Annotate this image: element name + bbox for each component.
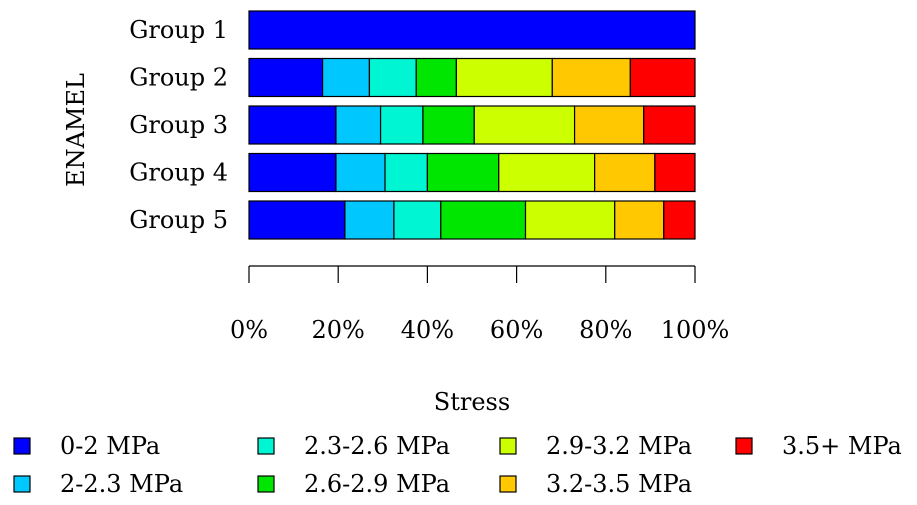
bar-segment-group-1-series-1	[248, 10, 696, 50]
legend-label: 3.2-3.5 MPa	[546, 470, 692, 498]
bar-segment-group-2-series-2	[321, 57, 371, 98]
x-tick-label: 20%	[312, 316, 365, 344]
bar-segment-group-4-series-7	[654, 152, 696, 193]
legend-swatch	[499, 437, 517, 455]
x-tick-label: 40%	[401, 316, 454, 344]
bar-segment-group-2-series-7	[629, 57, 696, 98]
category-label: Group 4	[129, 159, 228, 187]
category-label: Group 5	[129, 206, 228, 234]
bar-segment-group-4-series-1	[248, 152, 337, 193]
bar-segment-group-2-series-5	[455, 57, 553, 98]
category-labels: Group 1 Group 2 Group 3 Group 4 Group 5	[129, 16, 228, 234]
legend-label: 3.5+ MPa	[782, 432, 902, 460]
bar-segment-group-5-series-7	[663, 200, 696, 240]
bar-segment-group-4-series-2	[335, 152, 386, 193]
legend-label: 0-2 MPa	[60, 432, 160, 460]
legend-label: 2.6-2.9 MPa	[304, 470, 450, 498]
x-tick-label: 0%	[230, 316, 268, 344]
bar-segment-group-5-series-2	[344, 200, 395, 240]
bar-segment-group-5-series-1	[248, 200, 346, 240]
category-label: Group 3	[129, 111, 228, 139]
legend: 0-2 MPa 2-2.3 MPa 2.3-2.6 MPa 2.6-2.9 MPa 2.…	[13, 432, 902, 498]
bars-group	[248, 10, 696, 240]
legend-label: 2-2.3 MPa	[60, 470, 183, 498]
legend-swatch	[735, 437, 753, 455]
x-axis: 0% 20% 40% 60% 80% 100%	[230, 265, 730, 344]
legend-swatch	[13, 437, 31, 455]
x-axis-title: Stress	[434, 388, 510, 416]
bar-segment-group-5-series-5	[524, 200, 616, 240]
x-tick-label: 80%	[579, 316, 632, 344]
bar-segment-group-2-series-4	[415, 57, 457, 98]
x-tick-label: 100%	[661, 316, 730, 344]
bar-segment-group-3-series-6	[573, 105, 645, 145]
legend-swatch	[499, 475, 517, 493]
y-axis-title: ENAMEL	[62, 73, 90, 187]
legend-label: 2.3-2.6 MPa	[304, 432, 450, 460]
legend-swatch	[257, 437, 275, 455]
bar-segment-group-3-series-2	[335, 105, 382, 145]
bar-segment-group-4-series-3	[384, 152, 428, 193]
bar-segment-group-2-series-1	[248, 57, 324, 98]
bar-segment-group-3-series-4	[422, 105, 475, 145]
bar-segment-group-3-series-1	[248, 105, 337, 145]
bar-segment-group-2-series-6	[551, 57, 631, 98]
legend-label: 2.9-3.2 MPa	[546, 432, 692, 460]
category-label: Group 2	[129, 64, 228, 92]
legend-swatch	[257, 475, 275, 493]
bar-segment-group-5-series-6	[614, 200, 665, 240]
bar-segment-group-5-series-4	[440, 200, 527, 240]
bar-segment-group-5-series-3	[393, 200, 442, 240]
bar-segment-group-2-series-3	[368, 57, 417, 98]
x-tick-label: 60%	[490, 316, 543, 344]
category-label: Group 1	[129, 16, 228, 44]
legend-swatch	[13, 475, 31, 493]
bar-segment-group-4-series-4	[426, 152, 500, 193]
bar-segment-group-4-series-6	[594, 152, 656, 193]
bar-segment-group-3-series-7	[643, 105, 696, 145]
bar-segment-group-3-series-5	[473, 105, 576, 145]
bar-segment-group-3-series-3	[379, 105, 424, 145]
bar-segment-group-4-series-5	[498, 152, 596, 193]
